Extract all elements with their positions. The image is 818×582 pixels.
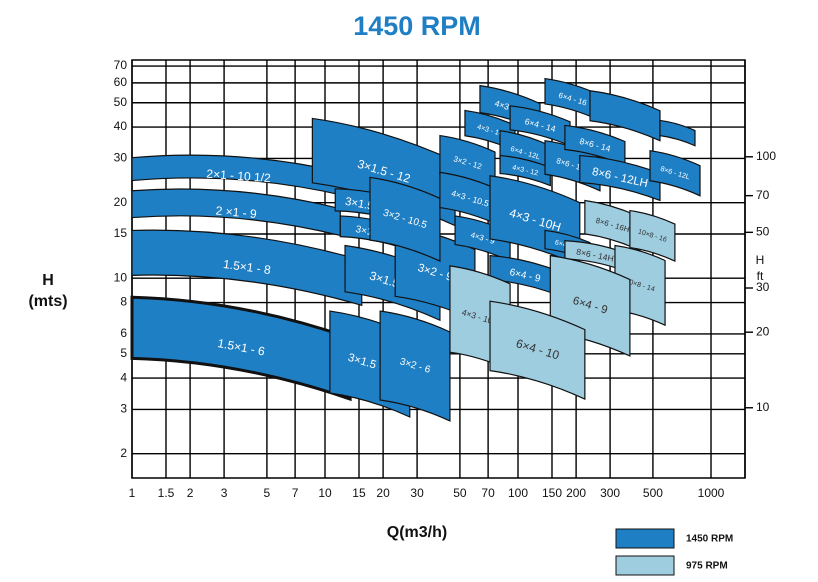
- y-tick-label: 5: [120, 346, 127, 360]
- coverage-tile: [579, 154, 661, 202]
- y-tick-label: 6: [120, 326, 127, 340]
- tile-label: 1.5×1 - 8: [222, 257, 271, 277]
- x-tick-label: 10: [318, 486, 332, 500]
- y2-tick-label: 10: [756, 400, 770, 414]
- y2-tick-label: 70: [756, 188, 770, 202]
- coverage-tile: [499, 154, 551, 187]
- coverage-tile: [130, 295, 352, 402]
- x-tick-label: 1.5: [158, 486, 175, 500]
- y2-axis-unit: ft: [757, 269, 764, 283]
- y2-tick-label: 20: [756, 324, 770, 338]
- coverage-tile: [379, 310, 451, 422]
- y2-tick-label: 30: [756, 280, 770, 294]
- x-tick-label: 1000: [698, 486, 725, 500]
- y-tick-label: 70: [114, 58, 128, 72]
- y-tick-label: 15: [114, 226, 128, 240]
- y2-tick-label: 50: [756, 225, 770, 239]
- x-tick-label: 100: [508, 486, 528, 500]
- y-tick-label: 60: [114, 75, 128, 89]
- y2-tick-label: 100: [756, 149, 776, 163]
- y-axis-label: H: [42, 272, 54, 289]
- y-tick-label: 3: [120, 402, 127, 416]
- x-tick-label: 30: [410, 486, 424, 500]
- x-tick-label: 20: [376, 486, 390, 500]
- y-tick-label: 4: [120, 370, 127, 384]
- axes: 1 1.5 2 3 5 7 10 15 20 30 50 70 100 150 200 300 500 1000 2…: [114, 58, 777, 500]
- y2-axis-label: H: [756, 253, 765, 267]
- y-tick-label: 30: [114, 151, 128, 165]
- x-tick-label: 15: [352, 486, 366, 500]
- coverage-tile: [489, 300, 586, 401]
- series-group: 2×1 - 10 1/22 ×1 - 91.5×1 - 81.5×1 - 63×…: [130, 77, 701, 422]
- x-tick-label: 1: [129, 486, 136, 500]
- x-tick-label: 200: [566, 486, 586, 500]
- y-axis-unit: (mts): [28, 293, 67, 310]
- coverage-tile: [649, 150, 701, 197]
- legend-label: 1450 RPM: [686, 534, 733, 545]
- coverage-tile: [659, 119, 696, 147]
- y-tick-label: 50: [114, 95, 128, 109]
- y-tick-label: 2: [120, 446, 127, 460]
- chart-title: 1450 RPM: [353, 11, 481, 41]
- coverage-tile: [629, 209, 676, 263]
- y-tick-label: 8: [120, 295, 127, 309]
- x-tick-label: 150: [542, 486, 562, 500]
- x-tick-label: 50: [453, 486, 467, 500]
- x-tick-label: 2: [187, 486, 194, 500]
- tile-label: 2×1 - 10 1/2: [206, 167, 272, 186]
- x-tick-label: 5: [264, 486, 271, 500]
- y-tick-label: 20: [114, 195, 128, 209]
- x-axis-label: Q(m3/h): [387, 524, 447, 541]
- y-tick-label: 10: [114, 270, 128, 284]
- x-tick-label: 3: [221, 486, 228, 500]
- x-tick-label: 300: [600, 486, 620, 500]
- coverage-tile: [131, 229, 363, 307]
- x-tick-label: 7: [292, 486, 299, 500]
- plot-area: 2×1 - 10 1/22 ×1 - 91.5×1 - 81.5×1 - 63×…: [130, 77, 701, 422]
- legend-swatch: [615, 555, 675, 576]
- legend-swatch: [615, 528, 675, 549]
- x-tick-label: 500: [643, 486, 663, 500]
- y-tick-label: 40: [114, 119, 128, 133]
- tile-label: 2 ×1 - 9: [215, 204, 257, 221]
- x-tick-label: 70: [481, 486, 495, 500]
- legend-label: 975 RPM: [686, 561, 728, 572]
- coverage-tile: [589, 90, 661, 142]
- coverage-tile: [369, 176, 441, 263]
